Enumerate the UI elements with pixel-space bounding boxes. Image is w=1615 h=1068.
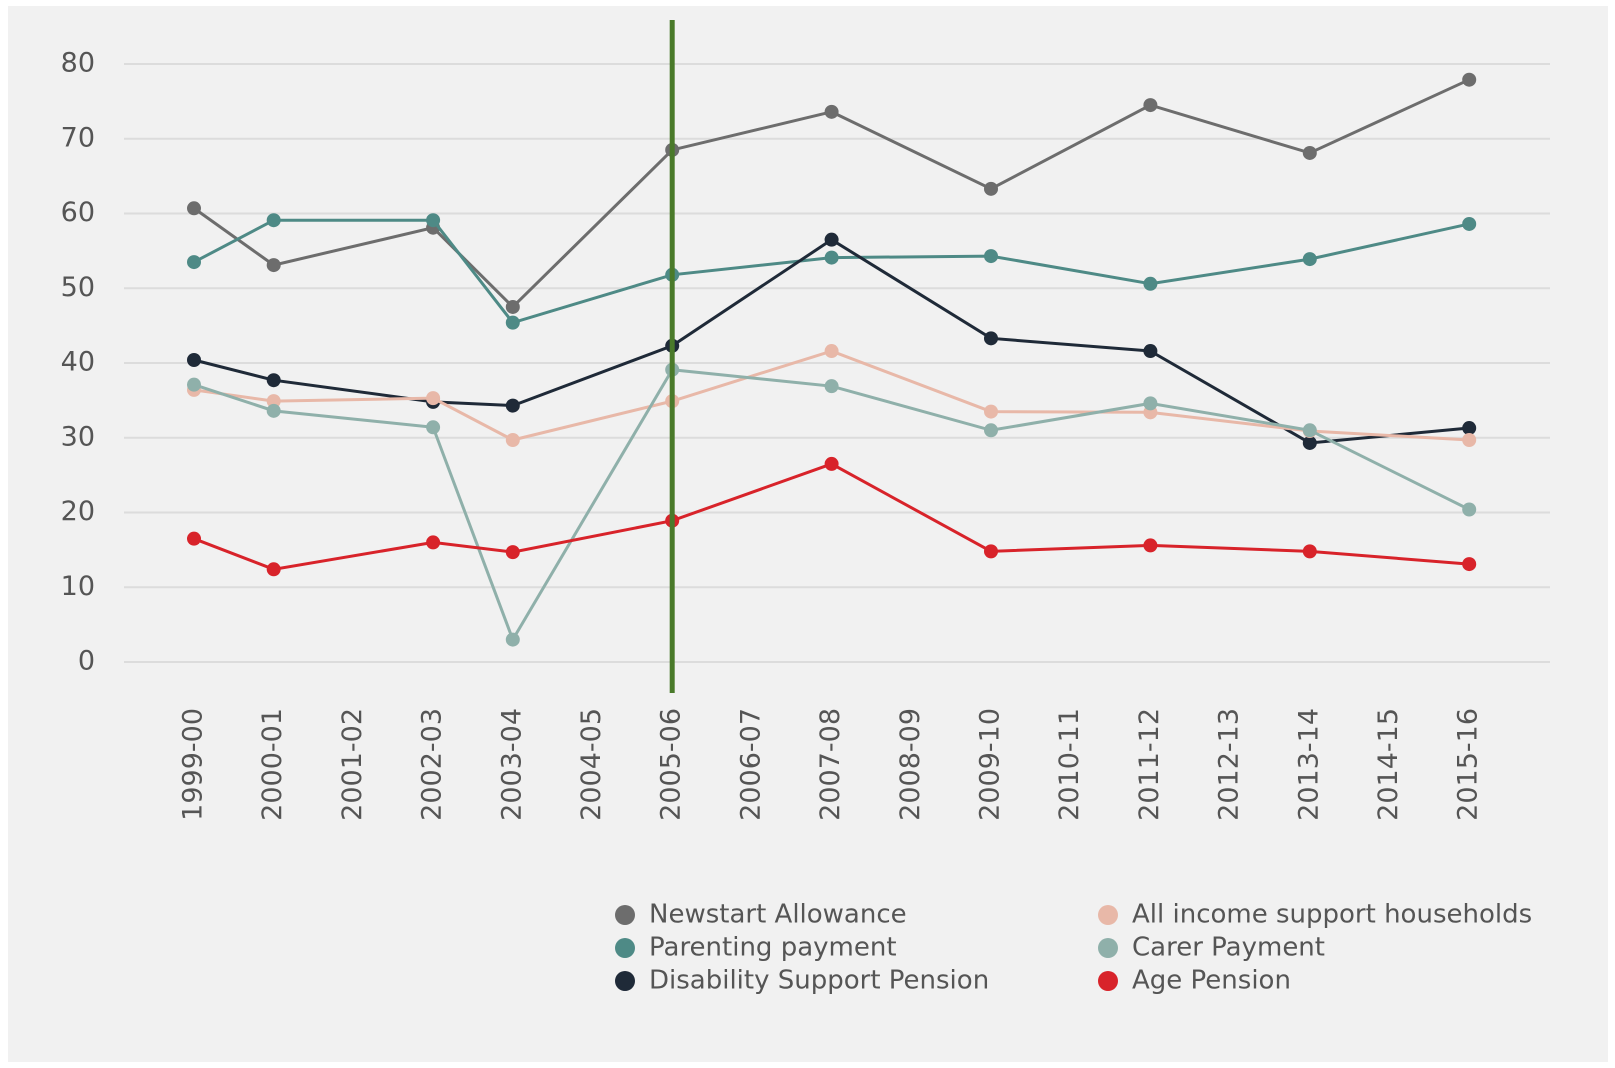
data-point [824,344,839,359]
series-line [193,462,1470,571]
y-tick-label: 60 [61,197,95,228]
x-tick-label: 1999-00 [178,708,209,821]
x-tick-label: 2008-09 [895,708,926,821]
y-tick-label: 50 [61,272,95,303]
data-point [426,391,441,406]
x-tick-label: 2013-14 [1293,708,1324,821]
data-point [266,373,281,388]
series-line [193,78,1470,310]
data-point [266,394,281,409]
x-tick-label: 2005-06 [656,708,687,821]
legend-swatch [615,938,635,958]
data-point [1462,72,1477,87]
series-line [193,237,1470,445]
legend-swatch [615,971,635,991]
data-point [1302,145,1317,160]
data-point [984,331,998,346]
data-point [505,398,520,413]
data-point [266,213,281,228]
legend-swatch [1098,971,1118,991]
y-tick-label: 40 [61,347,95,378]
data-point [984,544,998,559]
data-point [1462,557,1477,572]
x-tick-label: 2004-05 [576,708,607,821]
data-point [984,181,998,196]
legend-label: All income support households [1132,900,1532,930]
x-tick-label: 2003-04 [496,708,527,821]
data-point [505,632,520,647]
data-point [824,250,839,265]
data-point [187,353,201,368]
legend-swatch [615,905,635,925]
data-point [1462,421,1477,436]
data-point [187,377,201,392]
panel [8,6,1608,1062]
data-point [1302,423,1317,438]
data-point [1302,252,1317,267]
x-tick-label: 2002-03 [417,708,448,821]
data-point [187,201,201,216]
y-tick-label: 10 [61,571,95,602]
data-point [984,404,998,419]
x-tick-label: 2001-02 [337,708,368,821]
series-line [193,218,1470,325]
data-point [505,432,520,447]
data-point [1462,502,1477,517]
data-point [984,423,998,438]
data-point [1143,344,1158,359]
x-tick-label: 2009-10 [975,708,1006,821]
data-point [824,232,839,247]
legend-label: Carer Payment [1132,933,1325,963]
data-point [1143,98,1158,113]
data-point [187,255,201,270]
data-point [824,104,839,119]
legend-swatch [1098,938,1118,958]
legend-label: Newstart Allowance [649,900,907,930]
x-tick-label: 2015-16 [1453,708,1484,821]
x-tick-label: 2010-11 [1054,708,1085,821]
y-tick-label: 0 [78,646,95,677]
data-point [426,535,441,550]
y-tick-label: 20 [61,496,95,527]
x-tick-label: 2014-15 [1373,708,1404,821]
series-line [193,368,1470,644]
data-point [1143,276,1158,291]
x-tick-label: 2007-08 [815,708,846,821]
data-point [1462,216,1477,231]
data-point [1143,396,1158,411]
series-line [193,349,1470,442]
y-tick-label: 70 [61,122,95,153]
data-point [1143,538,1158,553]
data-point [426,213,441,228]
x-tick-label: 2006-07 [735,708,766,821]
data-point [426,420,441,435]
data-point [266,403,281,418]
legend-swatch [1098,905,1118,925]
data-point [505,545,520,560]
data-point [984,249,998,264]
legend-label: Age Pension [1132,966,1291,996]
data-point [1302,435,1317,450]
data-point [187,531,201,546]
x-tick-label: 2000-01 [257,708,288,821]
data-point [266,562,281,577]
data-point [824,379,839,394]
data-point [1302,544,1317,559]
data-point [505,299,520,314]
y-tick-label: 30 [61,421,95,452]
y-tick-label: 80 [61,48,95,79]
x-tick-label: 2011-12 [1134,708,1165,821]
legend-label: Disability Support Pension [649,966,989,996]
data-point [266,258,281,273]
data-point [824,456,839,471]
data-point [1462,432,1477,447]
data-point [505,315,520,330]
legend-label: Parenting payment [649,933,897,963]
x-tick-label: 2012-13 [1214,708,1245,821]
